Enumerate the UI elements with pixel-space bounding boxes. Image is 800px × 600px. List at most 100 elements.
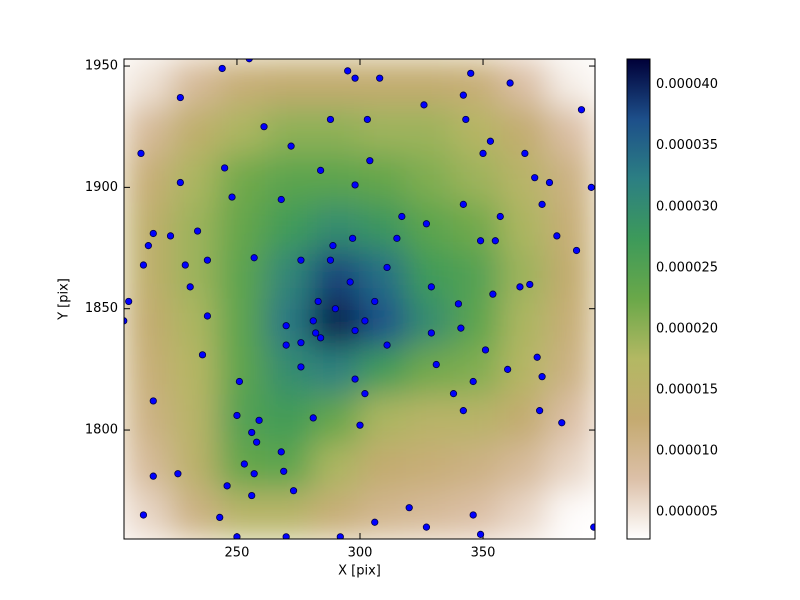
point <box>516 283 524 291</box>
heat-cell <box>453 298 502 348</box>
heat-cell <box>170 394 219 444</box>
point <box>255 416 263 424</box>
x-axis-label: X [pix] <box>338 564 381 579</box>
point <box>317 166 325 174</box>
point <box>459 407 467 415</box>
heat-cell <box>406 490 455 539</box>
heat-cell <box>170 442 219 492</box>
point <box>282 533 290 539</box>
point <box>449 390 458 398</box>
heat-cell <box>264 346 313 396</box>
heat-cell <box>359 250 408 300</box>
point <box>139 261 148 269</box>
colorbar-tick-label: 0.000035 <box>656 138 718 153</box>
point <box>326 256 335 264</box>
heat-cell <box>170 202 219 252</box>
point <box>314 297 322 306</box>
point <box>538 373 546 381</box>
point <box>149 397 157 405</box>
heat-cell <box>217 490 266 539</box>
heat-cell <box>453 202 502 252</box>
point <box>459 91 467 99</box>
heat-cell <box>264 298 313 348</box>
heat-cell <box>359 346 408 396</box>
heat-cell <box>311 154 360 204</box>
heat-cell <box>170 59 219 108</box>
point <box>351 74 359 82</box>
heat-cell <box>359 490 408 539</box>
point <box>572 246 581 255</box>
point <box>166 232 175 240</box>
heat-cell <box>170 106 219 156</box>
point <box>280 467 288 475</box>
heat-cell <box>311 490 360 539</box>
heatmap <box>124 59 595 539</box>
point <box>193 227 202 235</box>
heat-cell <box>500 298 549 348</box>
point <box>349 234 357 242</box>
point <box>366 157 374 165</box>
heat-cell <box>547 106 595 156</box>
point <box>577 106 586 114</box>
heat-cell <box>500 250 549 300</box>
heat-cell <box>500 442 549 492</box>
point <box>282 322 290 330</box>
point <box>479 149 487 157</box>
point <box>223 482 231 490</box>
heat-cell <box>500 490 549 539</box>
point <box>457 324 465 332</box>
heat-cell <box>264 59 313 108</box>
point <box>351 181 359 189</box>
point <box>427 283 435 291</box>
point <box>277 448 285 456</box>
point <box>476 530 485 538</box>
point <box>287 142 295 150</box>
heat-cell <box>547 346 595 396</box>
heat-cell <box>311 106 360 156</box>
point <box>405 504 413 512</box>
heat-cell <box>170 346 219 396</box>
point <box>521 149 529 157</box>
heat-cell <box>406 202 455 252</box>
point <box>351 375 359 383</box>
y-tick-label: 1850 <box>85 301 118 316</box>
point <box>144 242 152 250</box>
point <box>383 341 391 349</box>
point <box>253 438 261 446</box>
point <box>486 137 495 145</box>
point <box>420 101 428 109</box>
point <box>371 518 379 526</box>
heat-cell <box>311 202 360 252</box>
heat-cell <box>264 394 313 444</box>
heat-cell <box>359 442 408 492</box>
point <box>393 234 401 242</box>
plot-frame <box>123 58 596 540</box>
point <box>317 334 325 342</box>
point <box>235 377 244 386</box>
heat-cell <box>406 442 455 492</box>
point <box>422 523 431 531</box>
point <box>531 174 539 182</box>
point <box>558 419 566 427</box>
point <box>467 69 475 77</box>
heat-cell <box>547 490 595 539</box>
point <box>383 263 391 272</box>
y-axis-label: Y [pix] <box>57 278 72 321</box>
point <box>186 283 194 291</box>
point <box>432 360 440 369</box>
point <box>361 317 369 325</box>
point <box>139 511 148 519</box>
heat-cell <box>359 154 408 204</box>
point <box>181 261 189 269</box>
point <box>289 487 298 495</box>
point <box>326 115 335 124</box>
point <box>331 305 339 313</box>
point <box>176 93 184 102</box>
heat-cell <box>547 250 595 300</box>
heat-cell <box>264 442 313 492</box>
heat-cell <box>124 106 172 156</box>
heat-cell <box>453 394 502 444</box>
point <box>260 123 268 131</box>
colorbar-tick-label: 0.000015 <box>656 382 718 397</box>
point <box>506 79 514 87</box>
